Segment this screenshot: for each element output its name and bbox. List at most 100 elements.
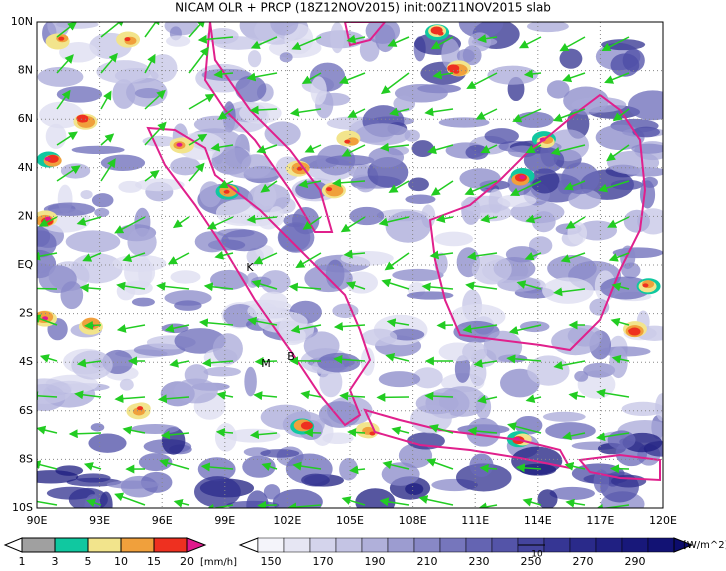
wind-arrow — [477, 394, 498, 404]
wind-arrow — [516, 280, 542, 290]
lon-label: 96E — [152, 514, 173, 527]
cloud — [37, 230, 57, 258]
wind-arrow — [606, 144, 630, 162]
lat-label: 6S — [19, 404, 33, 417]
lat-label: 4S — [19, 355, 33, 368]
colorbar-unit: [W/m^2] — [683, 540, 726, 551]
wind-arrow — [122, 425, 146, 435]
wind-arrow — [340, 216, 366, 233]
wind-arrow — [100, 22, 126, 38]
wind-arrow — [333, 354, 366, 364]
wind-arrow — [611, 354, 630, 364]
wind-arrow — [144, 53, 156, 74]
cloud — [214, 423, 237, 452]
cloud — [408, 177, 429, 192]
wind-arrow — [607, 216, 630, 228]
colorbar-swatch — [491, 537, 519, 553]
lat-label: 8S — [19, 452, 33, 465]
cloud — [65, 230, 121, 253]
wind-arrow — [610, 317, 630, 327]
wind-arrow — [198, 318, 234, 328]
wind-arrow — [466, 251, 498, 261]
cloud — [235, 75, 267, 103]
wind-arrow — [56, 54, 74, 74]
cloud — [365, 22, 401, 44]
cloud — [173, 378, 218, 404]
wind-arrow — [387, 36, 410, 47]
wind-arrow — [343, 249, 366, 259]
lat-label: 2N — [18, 209, 33, 222]
wind-arrow — [197, 34, 234, 44]
cloud — [270, 22, 299, 36]
wind-arrow — [56, 89, 71, 110]
lat-label: 8N — [18, 64, 33, 77]
wind-arrow — [144, 121, 167, 146]
cloud — [526, 22, 569, 33]
cloud — [385, 210, 431, 243]
colorbar-label: 210 — [417, 555, 438, 568]
wind-arrow — [38, 216, 58, 227]
wind-arrow — [612, 108, 630, 122]
lon-label: 114E — [524, 514, 552, 527]
cloud — [106, 480, 160, 489]
wind-arrow — [346, 34, 366, 44]
cloud — [484, 128, 519, 145]
colorbar-swatch — [465, 537, 493, 553]
colorbar-swatch — [387, 537, 415, 553]
colorbar-swatch — [569, 537, 597, 553]
vector-reference-label: 10 — [531, 550, 543, 560]
cloud — [241, 154, 272, 179]
wind-arrow — [290, 324, 322, 334]
lat-label: 10N — [11, 15, 33, 28]
wind-arrow — [418, 495, 454, 506]
wind-arrow — [249, 430, 278, 440]
wind-arrow — [565, 498, 586, 508]
wind-arrow — [253, 252, 278, 265]
cloud — [537, 489, 558, 508]
cloud — [259, 291, 288, 312]
wind-arrow — [37, 500, 58, 506]
wind-arrow — [467, 426, 498, 436]
cloud — [542, 411, 586, 422]
wind-arrow — [204, 503, 234, 508]
cloud — [131, 297, 155, 307]
wind-arrow — [260, 180, 278, 193]
cloud — [349, 206, 385, 226]
colorbar-label: 3 — [52, 555, 59, 568]
wind-arrow — [553, 287, 586, 297]
wind-arrow — [428, 424, 454, 434]
cloud — [80, 189, 93, 200]
wind-arrow — [596, 388, 630, 398]
cloud — [609, 346, 628, 379]
title: NICAM OLR + PRCP (18Z12NOV2015) init:00Z… — [175, 1, 551, 15]
wind-arrow — [251, 279, 278, 290]
colorbar-swatch — [87, 537, 122, 553]
cloud — [571, 96, 627, 113]
cloud — [454, 355, 471, 383]
wind-arrow — [464, 180, 498, 196]
cloud — [568, 188, 602, 210]
wind-arrow — [56, 131, 78, 146]
wind-arrow — [76, 216, 102, 226]
wind-arrow — [160, 430, 190, 440]
cloud — [595, 124, 645, 151]
wind-arrow — [188, 133, 208, 146]
cloud — [221, 229, 268, 252]
wind-arrow — [525, 394, 542, 404]
cloud — [37, 470, 79, 484]
wind-arrow — [304, 144, 322, 153]
wind-arrow — [349, 465, 366, 475]
lat-label: 10S — [12, 501, 33, 514]
cloud — [203, 366, 241, 377]
cloud — [213, 36, 263, 50]
cloud — [37, 66, 84, 87]
colorbar-unit: [mm/h] — [200, 557, 237, 568]
wind-arrow — [100, 90, 112, 110]
wind-arrow — [122, 252, 146, 262]
cloud — [438, 117, 490, 128]
wind-arrow — [295, 252, 322, 268]
colorbar-swatch — [413, 537, 441, 553]
wind-arrow — [37, 391, 58, 401]
wind-arrow — [203, 282, 234, 292]
